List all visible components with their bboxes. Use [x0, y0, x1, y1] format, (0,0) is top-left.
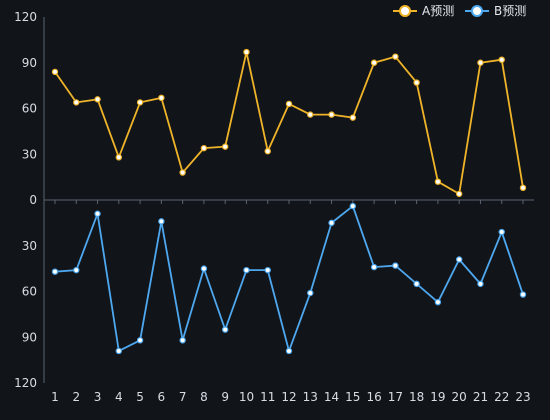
data-point-a[interactable] — [307, 111, 314, 118]
top-y-tick-label: 30 — [22, 147, 37, 161]
data-point-a[interactable] — [434, 178, 442, 185]
data-point-b[interactable] — [115, 347, 123, 355]
data-point-a[interactable] — [264, 147, 271, 155]
legend-item-a[interactable]: A预测 — [393, 4, 454, 18]
data-point-a[interactable] — [285, 100, 293, 108]
data-point-a[interactable] — [73, 99, 80, 106]
top-y-tick-label: 90 — [22, 56, 37, 70]
data-point-b[interactable] — [221, 326, 229, 333]
x-tick-label: 19 — [430, 390, 445, 404]
data-point-b[interactable] — [264, 266, 271, 274]
x-tick-label: 23 — [515, 390, 530, 404]
y-tick-label-zero: 0 — [29, 193, 37, 207]
series-line-a — [54, 51, 524, 195]
x-tick-label: 20 — [452, 390, 467, 404]
x-tick-label: 12 — [281, 390, 296, 404]
data-point-b[interactable] — [179, 337, 186, 344]
data-point-b[interactable] — [434, 298, 442, 306]
x-tick-label: 8 — [200, 390, 208, 404]
x-tick-label: 16 — [366, 390, 381, 404]
x-tick-label: 3 — [94, 390, 102, 404]
x-tick-label: 1 — [51, 390, 59, 404]
legend-label: A预测 — [422, 4, 454, 18]
data-point-b[interactable] — [349, 202, 357, 210]
data-point-a[interactable] — [392, 53, 399, 60]
data-point-b[interactable] — [307, 289, 314, 297]
data-point-a[interactable] — [519, 184, 527, 191]
x-tick-label: 17 — [388, 390, 403, 404]
legend-item-b[interactable]: B预测 — [465, 4, 526, 18]
data-point-a[interactable] — [94, 96, 101, 103]
x-tick-label: 10 — [239, 390, 254, 404]
data-point-b[interactable] — [285, 347, 293, 355]
x-tick-label: 6 — [158, 390, 166, 404]
data-point-a[interactable] — [328, 111, 335, 118]
data-point-b[interactable] — [413, 280, 420, 288]
x-tick-label: 13 — [303, 390, 318, 404]
data-point-a[interactable] — [243, 48, 250, 56]
top-y-tick-label: 60 — [22, 102, 37, 116]
data-point-b[interactable] — [243, 266, 250, 274]
data-point-a[interactable] — [158, 94, 165, 102]
data-point-a[interactable] — [179, 169, 186, 176]
legend-marker-icon — [399, 5, 411, 17]
data-point-b[interactable] — [200, 265, 208, 272]
data-point-a[interactable] — [455, 190, 463, 198]
series-layer — [51, 48, 527, 355]
x-tick-label: 14 — [324, 390, 339, 404]
x-tick-label: 22 — [494, 390, 509, 404]
data-point-a[interactable] — [200, 144, 208, 152]
data-point-b[interactable] — [455, 256, 463, 263]
x-tick-label: 9 — [221, 390, 229, 404]
data-point-b[interactable] — [328, 219, 335, 227]
legend[interactable]: A预测 B预测 — [393, 4, 526, 18]
data-point-a[interactable] — [115, 154, 123, 161]
x-tick-label: 7 — [179, 390, 187, 404]
series-line-b — [54, 205, 524, 352]
data-point-b[interactable] — [370, 263, 378, 271]
data-point-a[interactable] — [136, 99, 144, 106]
data-point-a[interactable] — [221, 143, 229, 150]
data-point-b[interactable] — [498, 228, 505, 236]
data-point-b[interactable] — [73, 266, 80, 274]
data-point-b[interactable] — [94, 210, 101, 217]
bottom-y-tick-label: 120 — [14, 376, 37, 390]
data-point-b[interactable] — [477, 280, 484, 288]
x-tick-label: 11 — [260, 390, 275, 404]
x-tick-label: 21 — [473, 390, 488, 404]
legend-label: B预测 — [494, 4, 526, 18]
data-point-a[interactable] — [413, 79, 420, 86]
top-y-tick-label: 120 — [14, 10, 37, 24]
data-point-b[interactable] — [51, 268, 59, 275]
data-point-b[interactable] — [392, 262, 399, 269]
data-point-b[interactable] — [136, 337, 144, 344]
legend-marker-icon — [471, 5, 483, 17]
data-point-a[interactable] — [349, 114, 357, 121]
x-tick-label: 15 — [345, 390, 360, 404]
bottom-y-tick-label: 60 — [22, 285, 37, 299]
bottom-y-tick-label: 30 — [22, 239, 37, 253]
x-tick-label: 2 — [72, 390, 80, 404]
bottom-y-tick-label: 90 — [22, 330, 37, 344]
data-point-b[interactable] — [519, 291, 527, 298]
x-tick-label: 18 — [409, 390, 424, 404]
data-point-a[interactable] — [498, 56, 505, 63]
data-point-a[interactable] — [477, 59, 484, 66]
data-point-a[interactable] — [370, 59, 378, 66]
data-point-b[interactable] — [158, 218, 165, 225]
x-tick-label: 4 — [115, 390, 123, 404]
x-tick-label: 5 — [136, 390, 144, 404]
data-point-a[interactable] — [51, 68, 59, 76]
